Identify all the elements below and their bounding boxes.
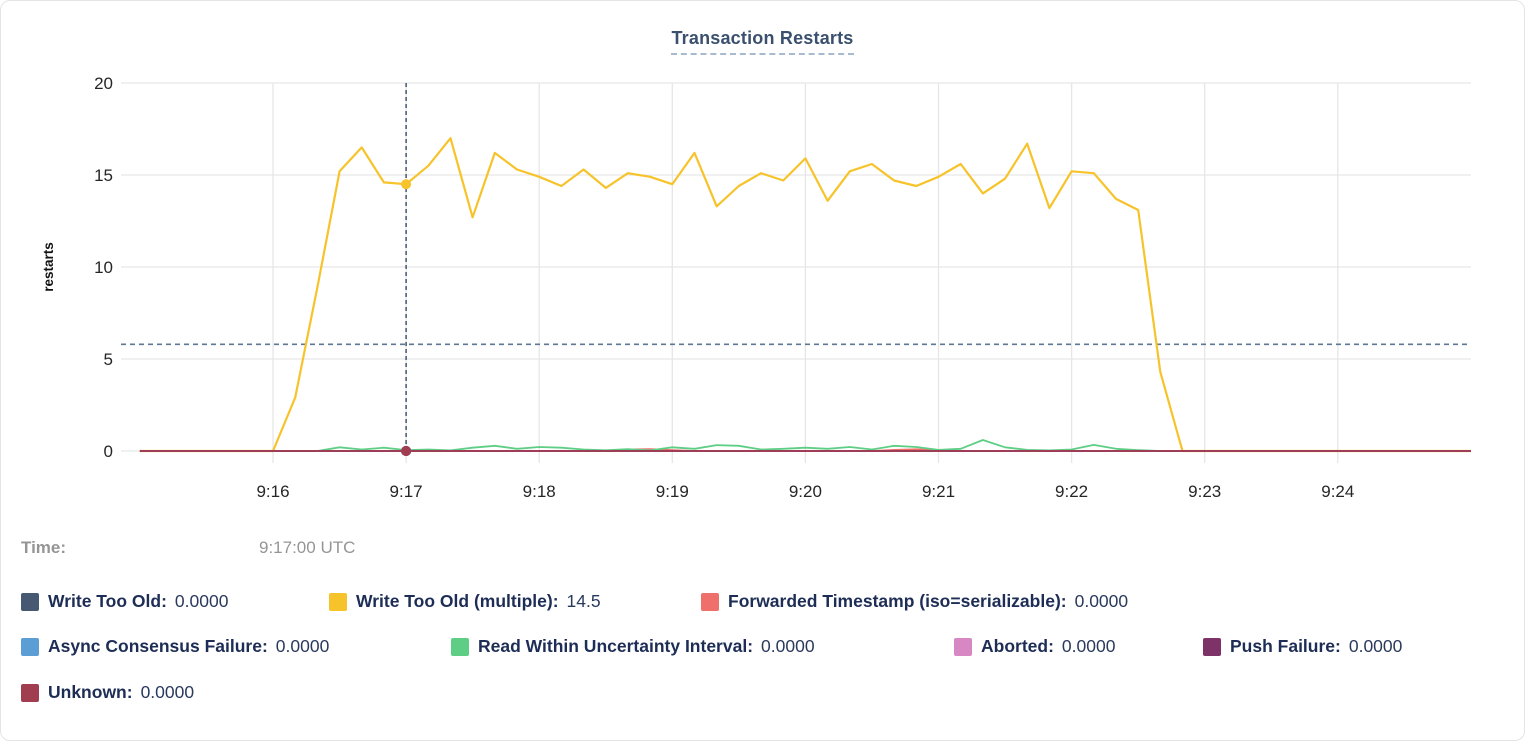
- x-tick-label: 9:20: [789, 482, 822, 501]
- legend-item-write-too-old: Write Too Old: 0.0000: [21, 591, 228, 612]
- legend-row-3: Unknown: 0.0000: [1, 682, 1524, 706]
- legend-swatch-write-too-old: [21, 592, 39, 611]
- legend-swatch-async-consensus-failure: [21, 637, 39, 656]
- chart-canvas[interactable]: 0 5 10 15 20 9:16 9:17 9:18 9:19 9:20 9:21 9:22 9:23…: [1, 1, 1525, 511]
- legend-swatch-forwarded-timestamp-iso-serializable: [701, 592, 719, 611]
- legend-row-2: Async Consensus Failure: 0.0000 Read Withi…: [1, 636, 1524, 660]
- x-tick-label: 9:21: [922, 482, 955, 501]
- legend-swatch-unknown: [21, 683, 39, 702]
- x-tick-label: 9:19: [656, 482, 689, 501]
- legend-value: 14.5: [566, 591, 601, 611]
- legend-row-1: Write Too Old: 0.0000 Write Too Old (multi…: [1, 591, 1524, 615]
- legend-item-aborted: Aborted: 0.0000: [954, 636, 1115, 657]
- y-tick-label: 0: [104, 442, 113, 461]
- legend-value: 0.0000: [1074, 591, 1129, 611]
- y-tick-label: 5: [104, 350, 113, 369]
- x-tick-label: 9:23: [1188, 482, 1221, 501]
- legend-value: 0.0000: [1061, 636, 1116, 656]
- legend-swatch-write-too-old-multiple: [329, 592, 347, 611]
- legend-swatch-aborted: [954, 637, 972, 656]
- legend-label: Unknown:: [48, 682, 133, 702]
- x-tick-label: 9:18: [523, 482, 556, 501]
- x-tick-label: 9:17: [390, 482, 423, 501]
- legend-item-push-failure: Push Failure: 0.0000: [1203, 636, 1402, 657]
- y-tick-label: 15: [94, 166, 113, 185]
- x-tick-label: 9:22: [1055, 482, 1088, 501]
- highlight-dot-unknown: [401, 446, 412, 456]
- x-tick-label: 9:16: [256, 482, 289, 501]
- legend-item-write-too-old-multiple: Write Too Old (multiple): 14.5: [329, 591, 601, 612]
- legend-label: Read Within Uncertainty Interval:: [478, 636, 754, 656]
- legend-label: Write Too Old:: [48, 591, 167, 611]
- legend-value: 0.0000: [140, 682, 195, 702]
- y-axis-title: restarts: [41, 242, 56, 292]
- legend-label: Write Too Old (multiple):: [356, 591, 559, 611]
- hover-time-row: Time: 9:17:00 UTC: [1, 538, 1524, 562]
- legend-label: Forwarded Timestamp (iso=serializable):: [728, 591, 1067, 611]
- legend-label: Aborted:: [981, 636, 1054, 656]
- y-tick-label: 10: [94, 258, 113, 277]
- x-tick-label: 9:24: [1321, 482, 1354, 501]
- time-value: 9:17:00 UTC: [259, 538, 356, 557]
- legend-item-read-within-uncertainty-interval: Read Within Uncertainty Interval: 0.0000: [451, 636, 815, 657]
- legend-label: Push Failure:: [1230, 636, 1341, 656]
- legend-value: 0.0000: [1348, 636, 1403, 656]
- legend-item-async-consensus-failure: Async Consensus Failure: 0.0000: [21, 636, 329, 657]
- legend-label: Async Consensus Failure:: [48, 636, 268, 656]
- legend-value: 0.0000: [761, 636, 815, 656]
- chart-header: Transaction Restarts: [1, 28, 1524, 55]
- legend-swatch-read-within-uncertainty-interval: [451, 637, 469, 656]
- chart-title[interactable]: Transaction Restarts: [671, 28, 854, 55]
- legend-item-unknown: Unknown: 0.0000: [21, 682, 194, 703]
- y-tick-label: 20: [94, 74, 113, 93]
- legend-value: 0.0000: [174, 591, 229, 611]
- legend-value: 0.0000: [275, 636, 330, 656]
- highlight-dot-write-too-old-multiple: [401, 179, 412, 190]
- time-label: Time:: [21, 538, 67, 557]
- legend-swatch-push-failure: [1203, 637, 1221, 656]
- legend-item-forwarded-timestamp-iso-serializable: Forwarded Timestamp (iso=serializable): 0…: [701, 591, 1128, 612]
